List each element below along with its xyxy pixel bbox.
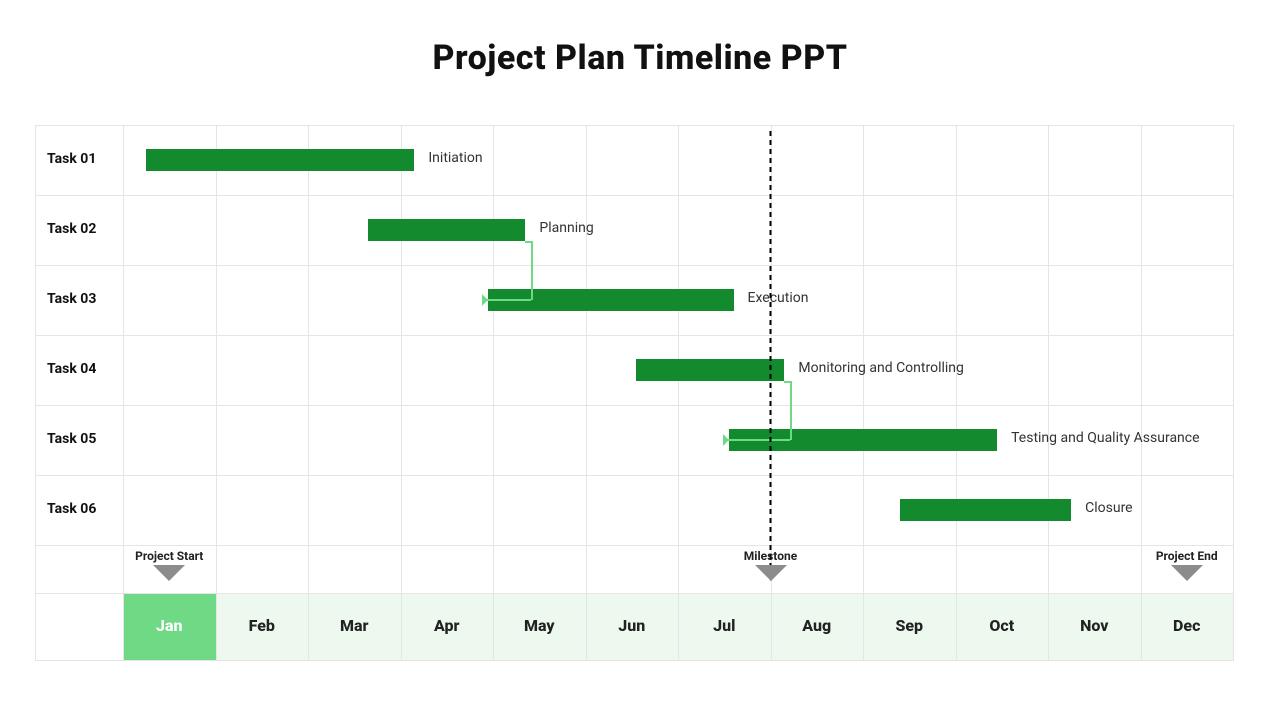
- month-label: Jun: [586, 616, 679, 635]
- connector-arrow: [723, 434, 729, 446]
- task-label: Task 05: [47, 431, 96, 447]
- col-sep: [956, 125, 957, 661]
- task-name: Initiation: [428, 150, 482, 167]
- task-label: Task 03: [47, 291, 96, 307]
- col-sep: [863, 125, 864, 661]
- connector-seg: [723, 439, 791, 441]
- marker-triangle-icon: [755, 565, 787, 581]
- col-sep: [401, 125, 402, 661]
- col-sep: [123, 125, 124, 661]
- task-name: Monitoring and Controlling: [798, 360, 964, 377]
- task-name: Execution: [748, 290, 809, 307]
- month-label: Oct: [956, 616, 1049, 635]
- task-label: Task 06: [47, 501, 96, 517]
- col-sep: [308, 125, 309, 661]
- col-sep: [1141, 125, 1142, 661]
- col-sep: [216, 125, 217, 661]
- col-sep: [1048, 125, 1049, 661]
- connector-seg: [790, 381, 792, 440]
- month-label: Sep: [863, 616, 956, 635]
- month-label: Dec: [1141, 616, 1234, 635]
- month-label: Nov: [1048, 616, 1141, 635]
- col-sep: [493, 125, 494, 661]
- marker-label: Milestone: [726, 549, 816, 563]
- task-bar: [368, 219, 525, 241]
- marker-label: Project Start: [124, 549, 214, 563]
- month-label: Aug: [771, 616, 864, 635]
- connector-seg: [531, 241, 533, 300]
- task-name: Testing and Quality Assurance: [1011, 430, 1199, 447]
- col-sep: [1233, 125, 1234, 661]
- month-label: Apr: [401, 616, 494, 635]
- col-sep: [586, 125, 587, 661]
- col-sep: [35, 125, 36, 661]
- task-bar: [146, 149, 414, 171]
- month-label: Jan: [123, 616, 216, 635]
- month-label: Feb: [216, 616, 309, 635]
- col-sep: [678, 125, 679, 661]
- task-label: Task 01: [47, 151, 96, 167]
- task-label: Task 04: [47, 361, 96, 377]
- gantt-chart: Task 01 Initiation Task 02 Planning Task 03 E…: [35, 125, 1233, 661]
- month-label: Mar: [308, 616, 401, 635]
- marker-triangle-icon: [153, 565, 185, 581]
- marker-label: Project End: [1142, 549, 1232, 563]
- task-bar: [900, 499, 1071, 521]
- month-label: Jul: [678, 616, 771, 635]
- month-label: May: [493, 616, 586, 635]
- chart-title: Project Plan Timeline PPT: [0, 38, 1280, 78]
- task-name: Closure: [1085, 500, 1132, 517]
- task-bar: [636, 359, 784, 381]
- task-name: Planning: [539, 220, 593, 237]
- task-label: Task 02: [47, 221, 96, 237]
- marker-triangle-icon: [1171, 565, 1203, 581]
- connector-seg: [482, 299, 531, 301]
- connector-arrow: [482, 294, 488, 306]
